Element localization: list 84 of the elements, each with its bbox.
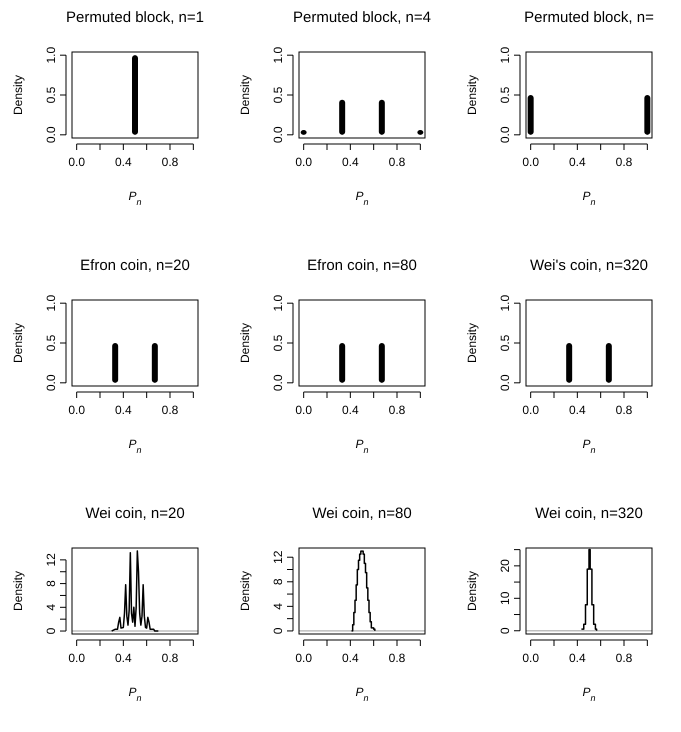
chart-title: Wei's coin, n=320 xyxy=(530,257,648,274)
x-tick-label: 0.4 xyxy=(114,155,132,169)
x-axis-title: P$_{n}$ xyxy=(355,189,369,207)
y-tick-label: 0.5 xyxy=(44,86,58,104)
x-tick-label: 0.0 xyxy=(68,403,86,417)
y-tick-label: 0.0 xyxy=(271,374,285,392)
y-tick-label: 1.0 xyxy=(498,46,512,64)
x-tick-label: 0.8 xyxy=(616,403,633,417)
x-tick-label: 0.0 xyxy=(522,155,540,169)
y-axis-title: Density xyxy=(11,570,25,612)
y-tick-label: 10 xyxy=(498,591,512,605)
y-axis-title: Density xyxy=(465,74,479,116)
x-axis-title: P$_{n}$ xyxy=(582,437,596,455)
y-tick-label: 1.0 xyxy=(271,46,285,64)
x-tick-label: 0.4 xyxy=(114,651,132,665)
y-tick-label: 4 xyxy=(44,604,58,611)
y-axis-title: Density xyxy=(238,570,252,612)
x-tick-label: 0.8 xyxy=(162,651,179,665)
x-tick-label: 0.4 xyxy=(114,403,132,417)
y-axis-title: Density xyxy=(465,322,479,364)
chart-title: Wei coin, n=20 xyxy=(85,505,185,522)
y-tick-label: 0 xyxy=(44,627,58,634)
y-tick-label: 0.0 xyxy=(498,374,512,392)
x-tick-label: 0.8 xyxy=(388,651,406,665)
y-tick-label: 0.5 xyxy=(498,334,512,352)
x-axis-title: P$_{n}$ xyxy=(128,685,142,703)
x-tick-label: 0.4 xyxy=(342,155,359,169)
y-tick-label: 0 xyxy=(498,627,512,634)
y-axis-title: Density xyxy=(238,74,252,116)
y-tick-label: 0.5 xyxy=(271,86,285,104)
x-tick-label: 0.8 xyxy=(388,155,406,169)
y-tick-label: 0 xyxy=(271,627,285,634)
y-tick-label: 1.0 xyxy=(44,294,58,312)
y-tick-label: 20 xyxy=(498,558,512,573)
y-tick-label: 1.0 xyxy=(44,46,58,64)
x-axis-title: P$_{n}$ xyxy=(128,437,142,455)
x-tick-label: 0.4 xyxy=(568,155,586,169)
y-tick-label: 1.0 xyxy=(271,294,285,312)
x-tick-label: 0.0 xyxy=(68,651,86,665)
x-tick-label: 0.8 xyxy=(616,651,633,665)
chart-title: Efron coin, n=20 xyxy=(80,257,190,274)
y-tick-label: 0.0 xyxy=(271,126,285,144)
x-tick-label: 0.0 xyxy=(522,403,540,417)
chart-title: Permuted block, n=1 xyxy=(66,9,204,26)
line-series xyxy=(110,550,160,632)
x-tick-label: 0.0 xyxy=(295,651,312,665)
y-tick-label: 1.0 xyxy=(498,294,512,312)
x-axis-title: P$_{n}$ xyxy=(128,189,142,207)
y-tick-label: 0.0 xyxy=(44,126,58,144)
x-tick-label: 0.8 xyxy=(616,155,633,169)
y-tick-label: 8 xyxy=(271,578,285,586)
chart-title: Wei coin, n=80 xyxy=(312,505,412,522)
y-tick-label: 12 xyxy=(44,552,58,567)
x-tick-label: 0.8 xyxy=(388,403,406,417)
y-tick-label: 0.5 xyxy=(498,86,512,104)
x-tick-label: 0.8 xyxy=(162,403,179,417)
x-tick-label: 0.4 xyxy=(342,403,359,417)
y-tick-label: 0.0 xyxy=(44,374,58,392)
x-tick-label: 0.0 xyxy=(522,651,540,665)
y-tick-label: 12 xyxy=(271,550,285,564)
chart-title: Wei coin, n=320 xyxy=(535,505,643,522)
chart-title: Efron coin, n=80 xyxy=(307,257,417,274)
x-axis-title: P$_{n}$ xyxy=(355,685,369,703)
y-tick-label: 0.5 xyxy=(271,334,285,352)
y-axis-title: Density xyxy=(465,570,479,612)
y-axis-title: Density xyxy=(11,74,25,116)
x-tick-label: 0.8 xyxy=(162,155,179,169)
x-tick-label: 0.0 xyxy=(68,155,86,169)
y-axis-title: Density xyxy=(238,322,252,364)
y-tick-label: 0.5 xyxy=(44,334,58,352)
chart-title: Permuted block, n= xyxy=(524,9,654,26)
x-tick-label: 0.4 xyxy=(568,403,586,417)
x-tick-label: 0.0 xyxy=(295,155,312,169)
x-axis-title: P$_{n}$ xyxy=(582,685,596,703)
chart-title: Permuted block, n=4 xyxy=(293,9,431,26)
y-tick-label: 0.0 xyxy=(498,126,512,144)
x-tick-label: 0.4 xyxy=(342,651,359,665)
y-tick-label: 4 xyxy=(271,602,285,610)
x-tick-label: 0.4 xyxy=(568,651,586,665)
y-axis-title: Density xyxy=(11,322,25,364)
y-tick-label: 8 xyxy=(44,580,58,587)
x-axis-title: P$_{n}$ xyxy=(355,437,369,455)
x-tick-label: 0.0 xyxy=(295,403,312,417)
x-axis-title: P$_{n}$ xyxy=(582,189,596,207)
